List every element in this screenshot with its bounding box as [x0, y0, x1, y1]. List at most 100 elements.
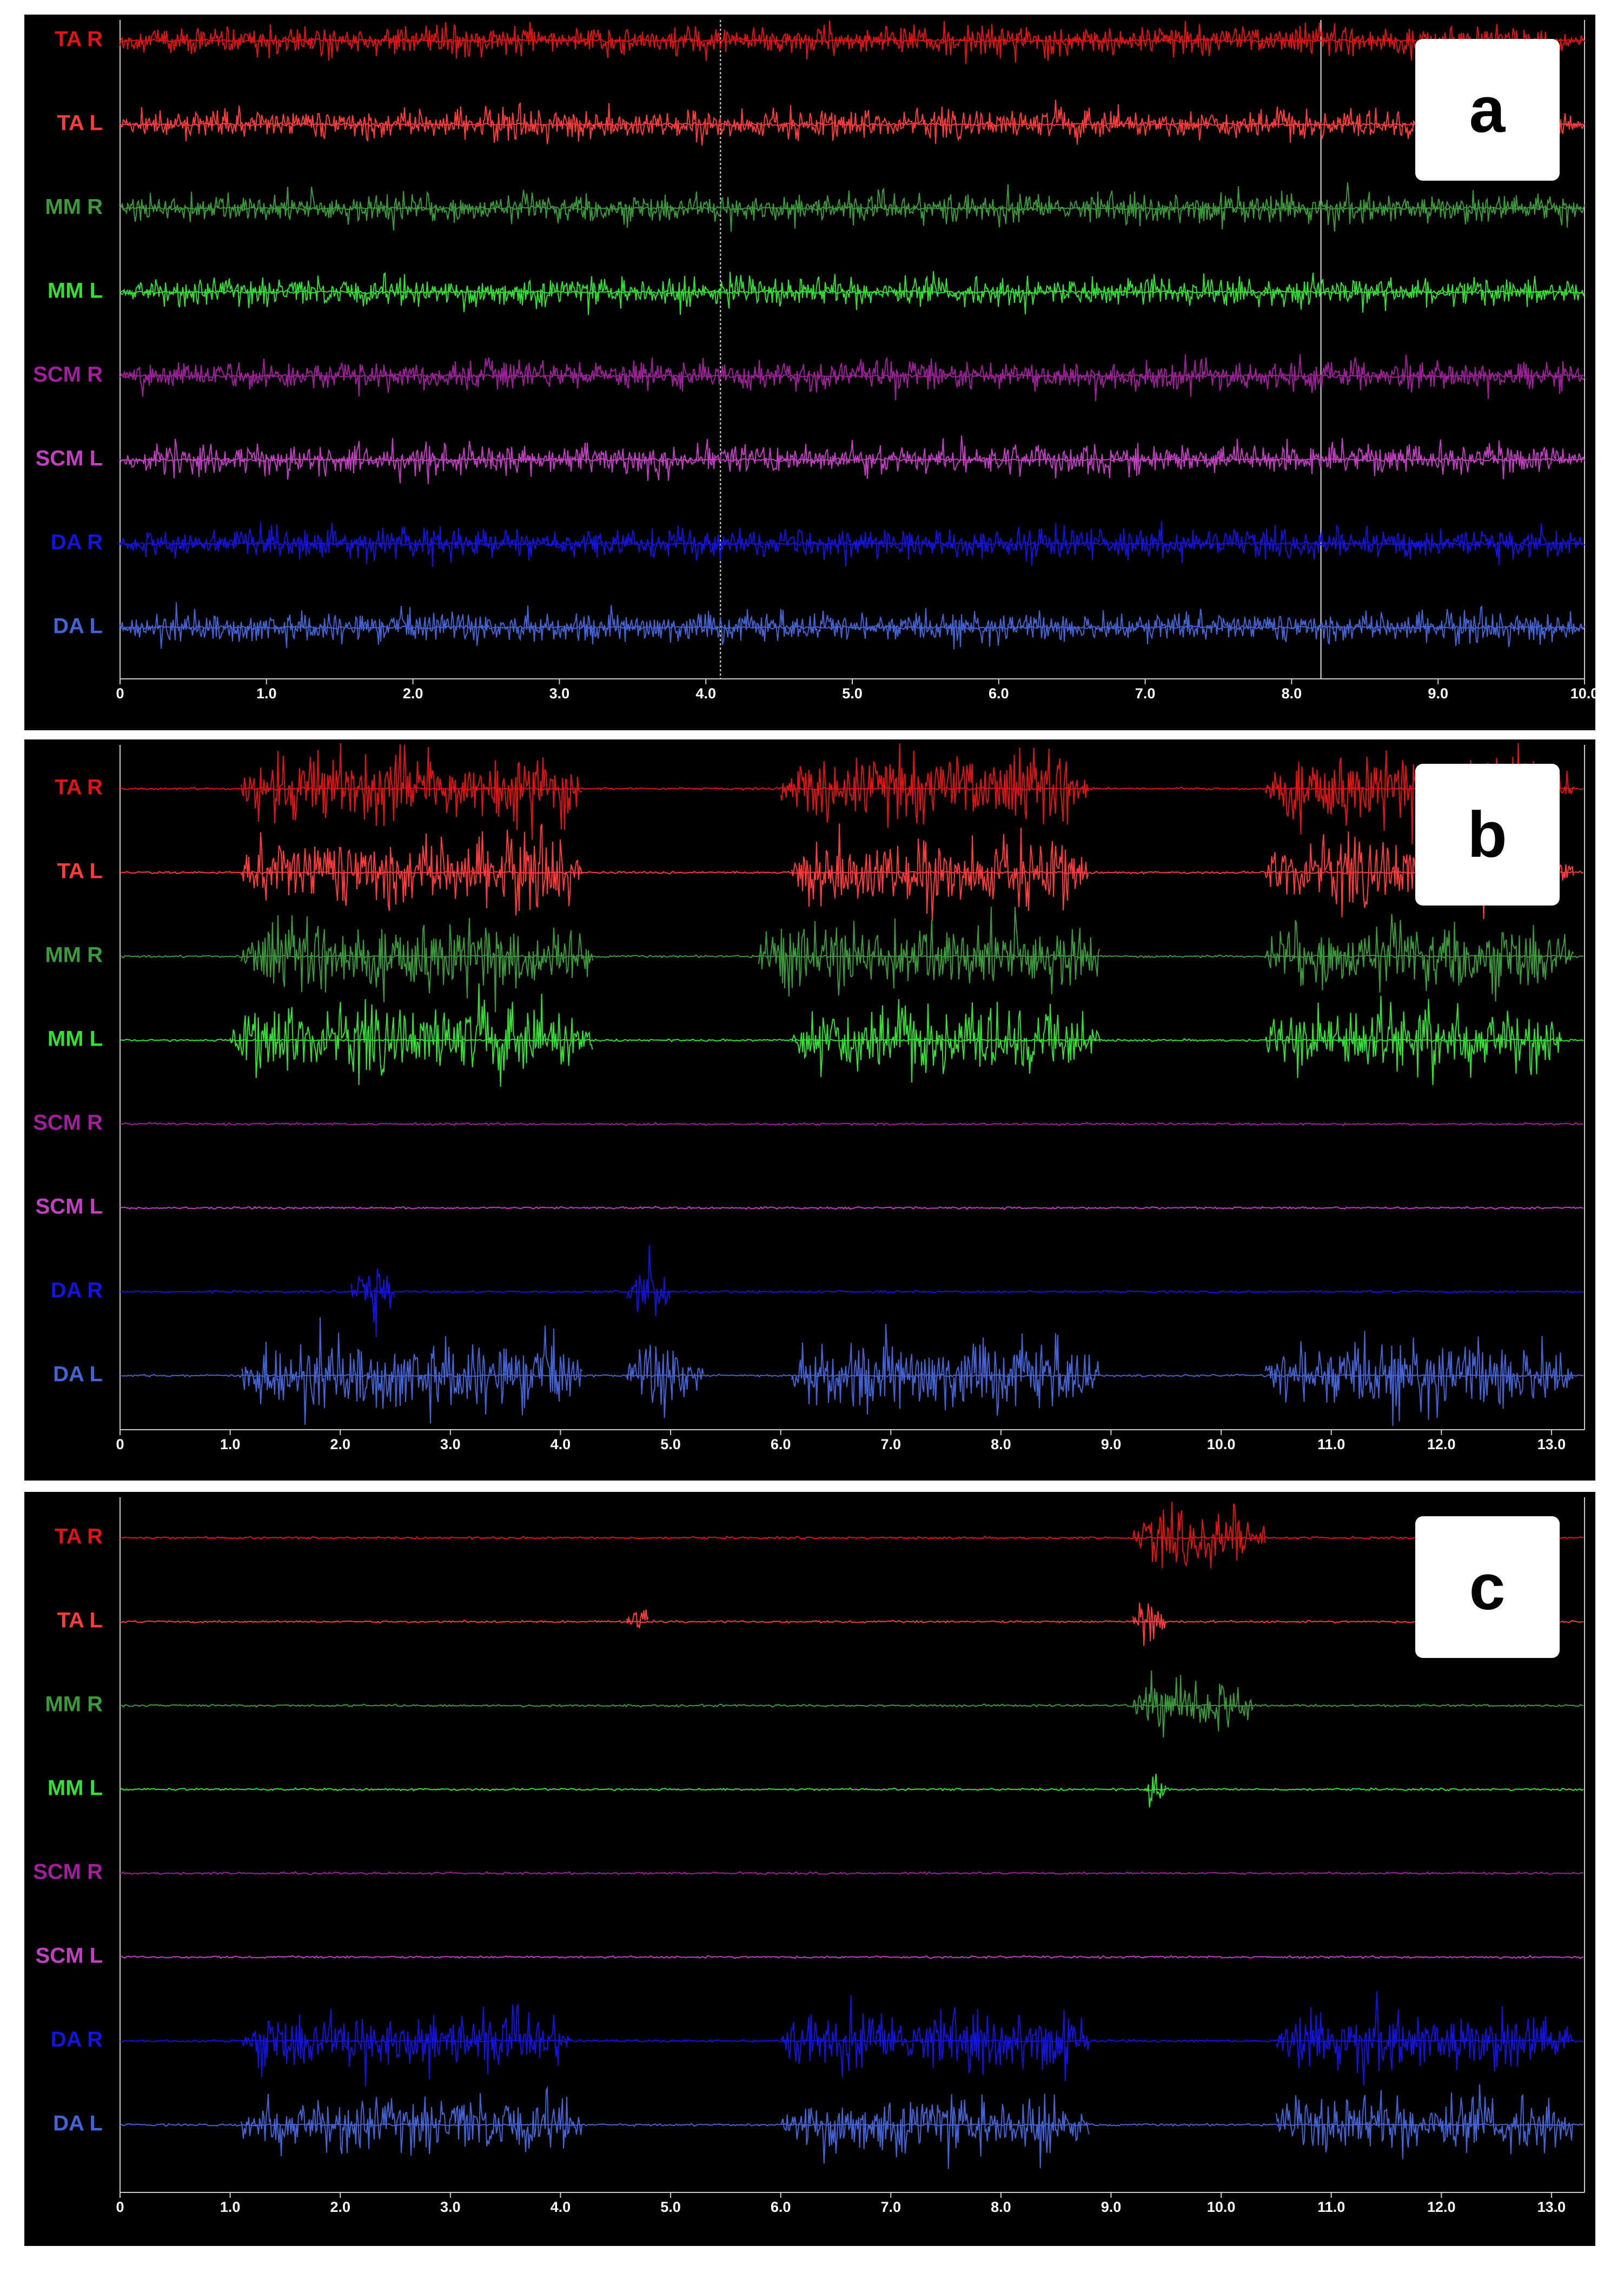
- x-tick-label: 9.0: [1101, 1436, 1122, 1452]
- panel-letter-box: [1415, 39, 1560, 181]
- burst: [791, 1324, 1101, 1416]
- burst: [626, 1609, 649, 1629]
- x-tick-label: 1.0: [256, 685, 277, 702]
- burst: [120, 435, 1585, 484]
- channel-label: TA R: [55, 776, 103, 799]
- baseline-trace: [120, 1121, 1584, 1127]
- x-tick-label: 5.0: [842, 685, 863, 702]
- burst: [120, 20, 1585, 65]
- x-tick-label: 0: [116, 2199, 124, 2215]
- baseline-trace: [120, 870, 1584, 875]
- x-tick-label: 10.0: [1570, 685, 1599, 702]
- channel-label: DA R: [51, 1279, 103, 1303]
- x-tick-label: 1.0: [220, 1436, 241, 1452]
- channel-label: DA L: [53, 614, 103, 638]
- channel-label: MM R: [45, 1693, 103, 1716]
- burst: [791, 999, 1101, 1083]
- x-tick-label: 12.0: [1427, 1436, 1456, 1452]
- burst: [758, 907, 1100, 997]
- x-tick-label: 0: [116, 1436, 124, 1452]
- burst: [1275, 1991, 1573, 2086]
- burst: [241, 1317, 582, 1425]
- burst: [120, 521, 1585, 567]
- channel-label: MM L: [48, 1027, 103, 1051]
- burst: [120, 182, 1585, 232]
- x-tick-label: 11.0: [1317, 1436, 1345, 1452]
- x-tick-label: 8.0: [991, 1436, 1011, 1452]
- x-tick-label: 2.0: [330, 1436, 350, 1452]
- burst: [780, 743, 1090, 828]
- panel-letter-box: [1415, 764, 1560, 906]
- burst: [780, 2093, 1090, 2169]
- x-tick-label: 6.0: [771, 2199, 791, 2215]
- x-tick-label: 13.0: [1537, 2199, 1566, 2215]
- channel-label: SCM R: [33, 363, 103, 387]
- burst: [241, 824, 582, 916]
- burst: [1132, 1670, 1254, 1737]
- panel-background: [24, 739, 1595, 1481]
- x-tick-label: 10.0: [1207, 1436, 1236, 1452]
- x-tick-label: 13.0: [1537, 1436, 1566, 1452]
- channel-label: SCM L: [36, 447, 103, 471]
- panel-letter: c: [1469, 1551, 1506, 1623]
- x-tick-label: 4.0: [551, 1436, 571, 1452]
- x-tick-label: 5.0: [660, 2199, 681, 2215]
- burst: [120, 271, 1585, 315]
- channel-label: SCM L: [36, 1944, 103, 1968]
- x-tick-label: 7.0: [880, 1436, 901, 1452]
- x-tick-label: 0: [116, 685, 124, 702]
- x-tick-label: 12.0: [1427, 2199, 1456, 2215]
- panel: 0 1.0 2.0 3.0 4.0 5.0 6.0 7.0 8.0 9.0 10.0 11.0 12.0…: [24, 1492, 1595, 2246]
- burst: [241, 2004, 572, 2086]
- baseline-trace: [120, 1205, 1584, 1211]
- burst: [241, 743, 582, 840]
- channel-label: TA L: [57, 1609, 103, 1633]
- x-tick-label: 7.0: [1135, 685, 1156, 702]
- channel-label: TA L: [57, 111, 103, 135]
- x-tick-label: 8.0: [991, 2199, 1011, 2215]
- baseline-trace: [120, 1290, 1584, 1294]
- baseline-trace: [120, 1703, 1584, 1708]
- x-tick-label: 3.0: [440, 1436, 461, 1452]
- burst: [241, 2086, 582, 2157]
- channel-label: MM L: [48, 279, 103, 303]
- burst: [241, 915, 593, 1013]
- burst: [791, 823, 1089, 921]
- x-tick-label: 8.0: [1282, 685, 1302, 702]
- burst: [120, 100, 1585, 146]
- channel-label: DA L: [53, 1363, 103, 1386]
- burst: [229, 983, 593, 1087]
- panel-background: [24, 1492, 1595, 2246]
- x-tick-label: 11.0: [1317, 2199, 1345, 2215]
- x-tick-label: 9.0: [1428, 685, 1448, 702]
- channel-label: TA L: [57, 860, 103, 883]
- x-tick-label: 4.0: [551, 2199, 571, 2215]
- panel-background: [24, 15, 1595, 730]
- channel-label: DA R: [51, 2028, 103, 2052]
- channel-label: TA R: [55, 1525, 103, 1549]
- baseline-trace: [120, 1787, 1584, 1792]
- baseline-trace: [120, 1954, 1584, 1960]
- panel: 0 1.0 2.0 3.0 4.0 5.0 6.0 7.0 8.0 9.0 10.0 TA R TA L…: [24, 15, 1599, 730]
- x-tick-label: 6.0: [771, 1436, 791, 1452]
- x-tick-label: 3.0: [549, 685, 570, 702]
- burst: [350, 1268, 395, 1338]
- channel-label: SCM R: [33, 1111, 103, 1135]
- burst: [120, 354, 1585, 401]
- burst: [1132, 1502, 1266, 1569]
- x-tick-label: 2.0: [403, 685, 423, 702]
- burst: [1264, 1331, 1574, 1426]
- x-tick-label: 3.0: [440, 2199, 461, 2215]
- panel-letter: b: [1467, 798, 1507, 871]
- burst: [626, 1245, 671, 1317]
- x-tick-label: 10.0: [1207, 2199, 1236, 2215]
- panel-letter-box: [1415, 1516, 1560, 1658]
- baseline-trace: [120, 1620, 1584, 1624]
- channel-label: MM L: [48, 1776, 103, 1800]
- channel-label: MM R: [45, 943, 103, 967]
- x-tick-label: 2.0: [330, 2199, 350, 2215]
- burst: [780, 1995, 1090, 2082]
- channel-label: SCM L: [36, 1195, 103, 1219]
